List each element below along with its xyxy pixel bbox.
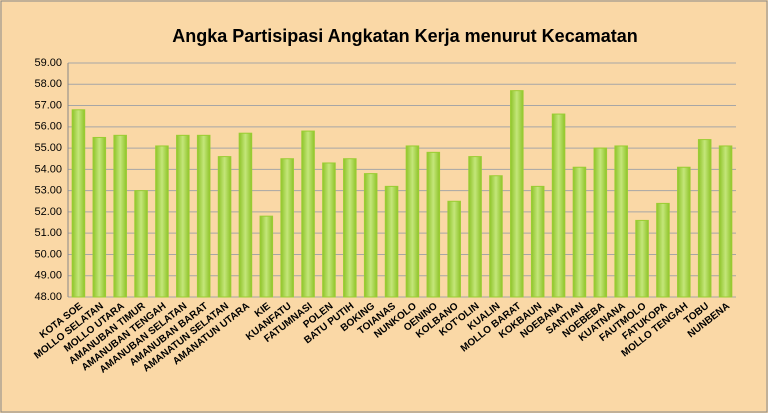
y-tick-label: 58.00 [34,78,62,90]
bar [113,134,127,298]
bar [468,156,482,298]
bar [71,109,86,298]
bar [217,156,232,298]
y-tick-label: 56.00 [34,121,62,133]
y-tick-label: 51.00 [34,227,62,239]
bar [614,145,628,298]
bar [426,151,441,298]
bar [238,132,253,298]
y-tick-label: 53.00 [34,185,62,197]
y-tick-label: 57.00 [34,99,62,111]
y-tick-label: 50.00 [34,248,62,260]
bar [343,158,357,298]
bar [635,219,649,298]
bar [363,173,378,298]
bar [530,185,545,298]
y-tick-label: 48.00 [34,291,62,303]
bar [176,134,190,298]
bar [593,147,608,298]
bar [572,166,587,298]
bar [656,202,670,298]
bar [510,90,524,298]
bar [280,158,294,298]
bar [155,145,169,298]
bar [677,166,691,298]
bar [134,190,148,298]
bar [551,113,566,298]
y-tick-label: 55.00 [34,142,62,154]
y-tick-label: 59.00 [34,57,62,69]
y-tick-label: 49.00 [34,270,62,282]
bar [405,145,420,298]
y-tick-label: 54.00 [34,163,62,175]
bar [322,162,336,298]
bar [447,200,461,298]
bar [259,215,274,298]
bar [384,185,399,298]
bar [697,139,712,298]
y-tick-label: 52.00 [34,206,62,218]
bar [718,145,733,298]
bar [301,130,315,298]
bar [196,134,211,298]
bar [489,175,503,298]
chart-title: Angka Partisipasi Angkatan Kerja menurut… [172,26,637,46]
bar [92,136,107,298]
